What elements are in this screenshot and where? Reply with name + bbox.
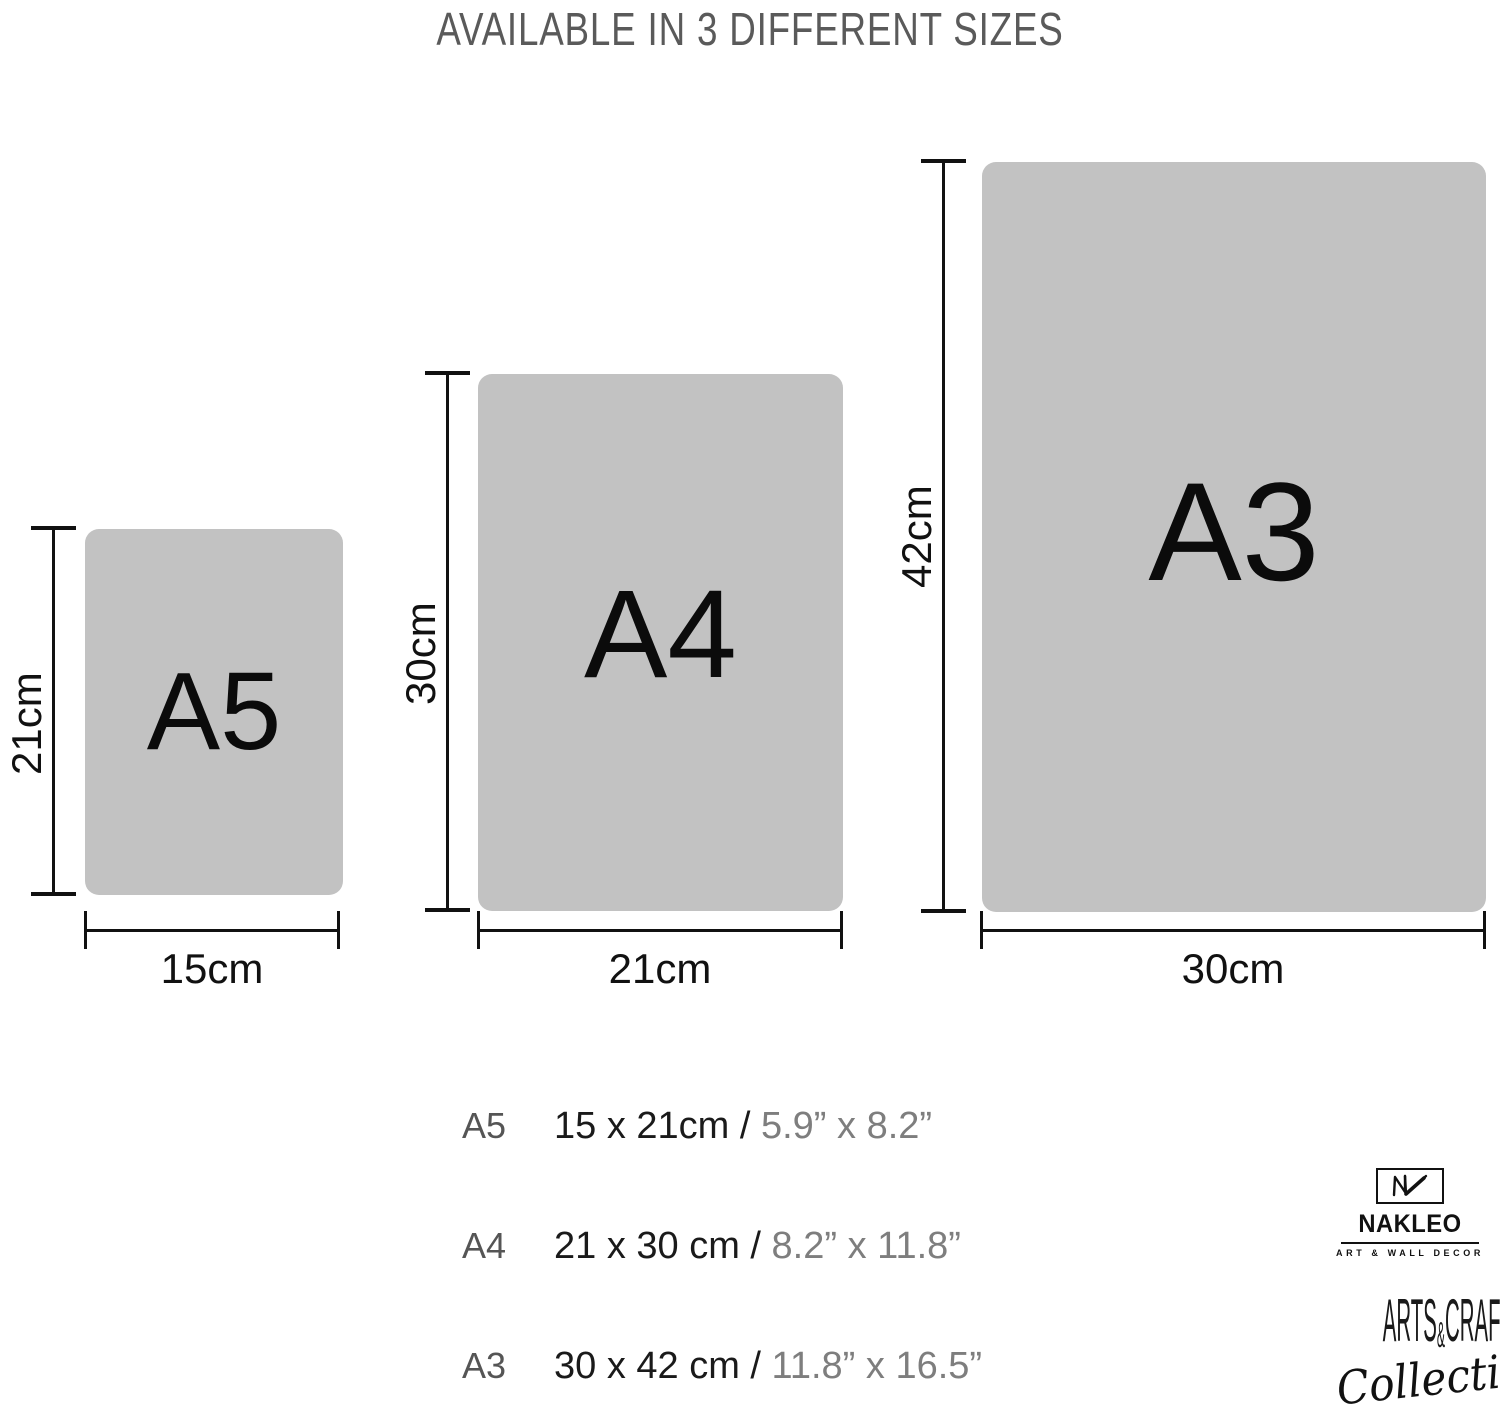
- dimension-cap-a5-height-bottom: [31, 892, 76, 896]
- dimension-cap-a5-width-left: [84, 911, 87, 949]
- brand-divider: [1341, 1242, 1479, 1244]
- sheet-a4: A4: [478, 374, 843, 911]
- legend-metric-a3: 30 x 42 cm /: [554, 1345, 772, 1387]
- dimension-label-a4-height: 30cm: [397, 602, 444, 705]
- legend-row-a4: A4 21 x 30 cm / 8.2” x 11.8”: [462, 1224, 961, 1268]
- sheet-label-a5: A5: [146, 650, 282, 773]
- dimension-cap-a3-width-left: [980, 911, 983, 949]
- legend-imperial-a5: 5.9” x 8.2”: [760, 1105, 933, 1147]
- dimension-label-a3-width: 30cm: [1181, 945, 1285, 992]
- dimension-cap-a5-height-top: [31, 526, 76, 530]
- dimension-line-a5-height: [52, 528, 55, 896]
- dimension-label-a3-height: 42cm: [893, 485, 940, 588]
- dimension-label-a5-width: 15cm: [160, 945, 264, 992]
- collection-script-label: Collection: [1333, 1339, 1500, 1405]
- legend-row-a3: A3 30 x 42 cm / 11.8” x 16.5”: [462, 1344, 982, 1388]
- dimension-line-a5-width: [84, 929, 340, 932]
- dimension-cap-a5-width-right: [337, 911, 340, 949]
- sheet-label-a4: A4: [584, 565, 737, 704]
- dimension-label-a4-width: 21cm: [608, 945, 712, 992]
- sheet-a3: A3: [982, 162, 1486, 912]
- legend-row-a5: A5 15 x 21cm / 5.9” x 8.2”: [462, 1104, 932, 1148]
- collection-title-crafts: CRAFTS: [1445, 1287, 1500, 1354]
- dimension-cap-a3-height-bottom: [921, 909, 966, 913]
- dimension-cap-a3-width-right: [1483, 911, 1486, 949]
- dimension-line-a4-height: [446, 373, 449, 912]
- dimension-line-a3-width: [980, 929, 1486, 932]
- dimension-label-a5-height: 21cm: [3, 672, 50, 775]
- dimension-cap-a4-width-right: [840, 911, 843, 949]
- dimension-cap-a4-width-left: [477, 911, 480, 949]
- brand-tagline: ART & WALL DECOR: [1336, 1248, 1484, 1258]
- dimension-line-a3-height: [942, 161, 945, 913]
- collection-title-arts: ARTS: [1382, 1287, 1437, 1354]
- nl-monogram-glyph: [1392, 1174, 1428, 1197]
- sheet-a5: A5: [85, 529, 343, 895]
- sheet-label-a3: A3: [1148, 453, 1320, 610]
- legend-imperial-a3: 11.8” x 16.5”: [771, 1345, 983, 1387]
- legend-code-a3: A3: [462, 1345, 507, 1386]
- brand-block: NAKLEO ART & WALL DECOR ARTS&CRAFTS Coll…: [1330, 1168, 1500, 1405]
- legend-metric-a4: 21 x 30 cm /: [554, 1225, 772, 1267]
- legend-imperial-a4: 8.2” x 11.8”: [771, 1225, 961, 1267]
- page-title: AVAILABLE IN 3 DIFFERENT SIZES: [436, 3, 1064, 55]
- legend-code-a5: A5: [462, 1105, 507, 1146]
- dimension-line-a4-width: [477, 929, 843, 932]
- collection-title: ARTS&CRAFTS: [1383, 1291, 1500, 1353]
- dimension-cap-a4-height-bottom: [425, 908, 470, 912]
- dimension-cap-a4-height-top: [425, 371, 470, 375]
- brand-name: NAKLEO: [1358, 1210, 1462, 1238]
- collection-title-ampersand: &: [1436, 1314, 1446, 1355]
- nakleo-monogram-icon: [1376, 1168, 1444, 1204]
- legend-metric-a5: 15 x 21cm /: [554, 1105, 761, 1147]
- legend-code-a4: A4: [462, 1225, 507, 1266]
- dimension-cap-a3-height-top: [921, 159, 966, 163]
